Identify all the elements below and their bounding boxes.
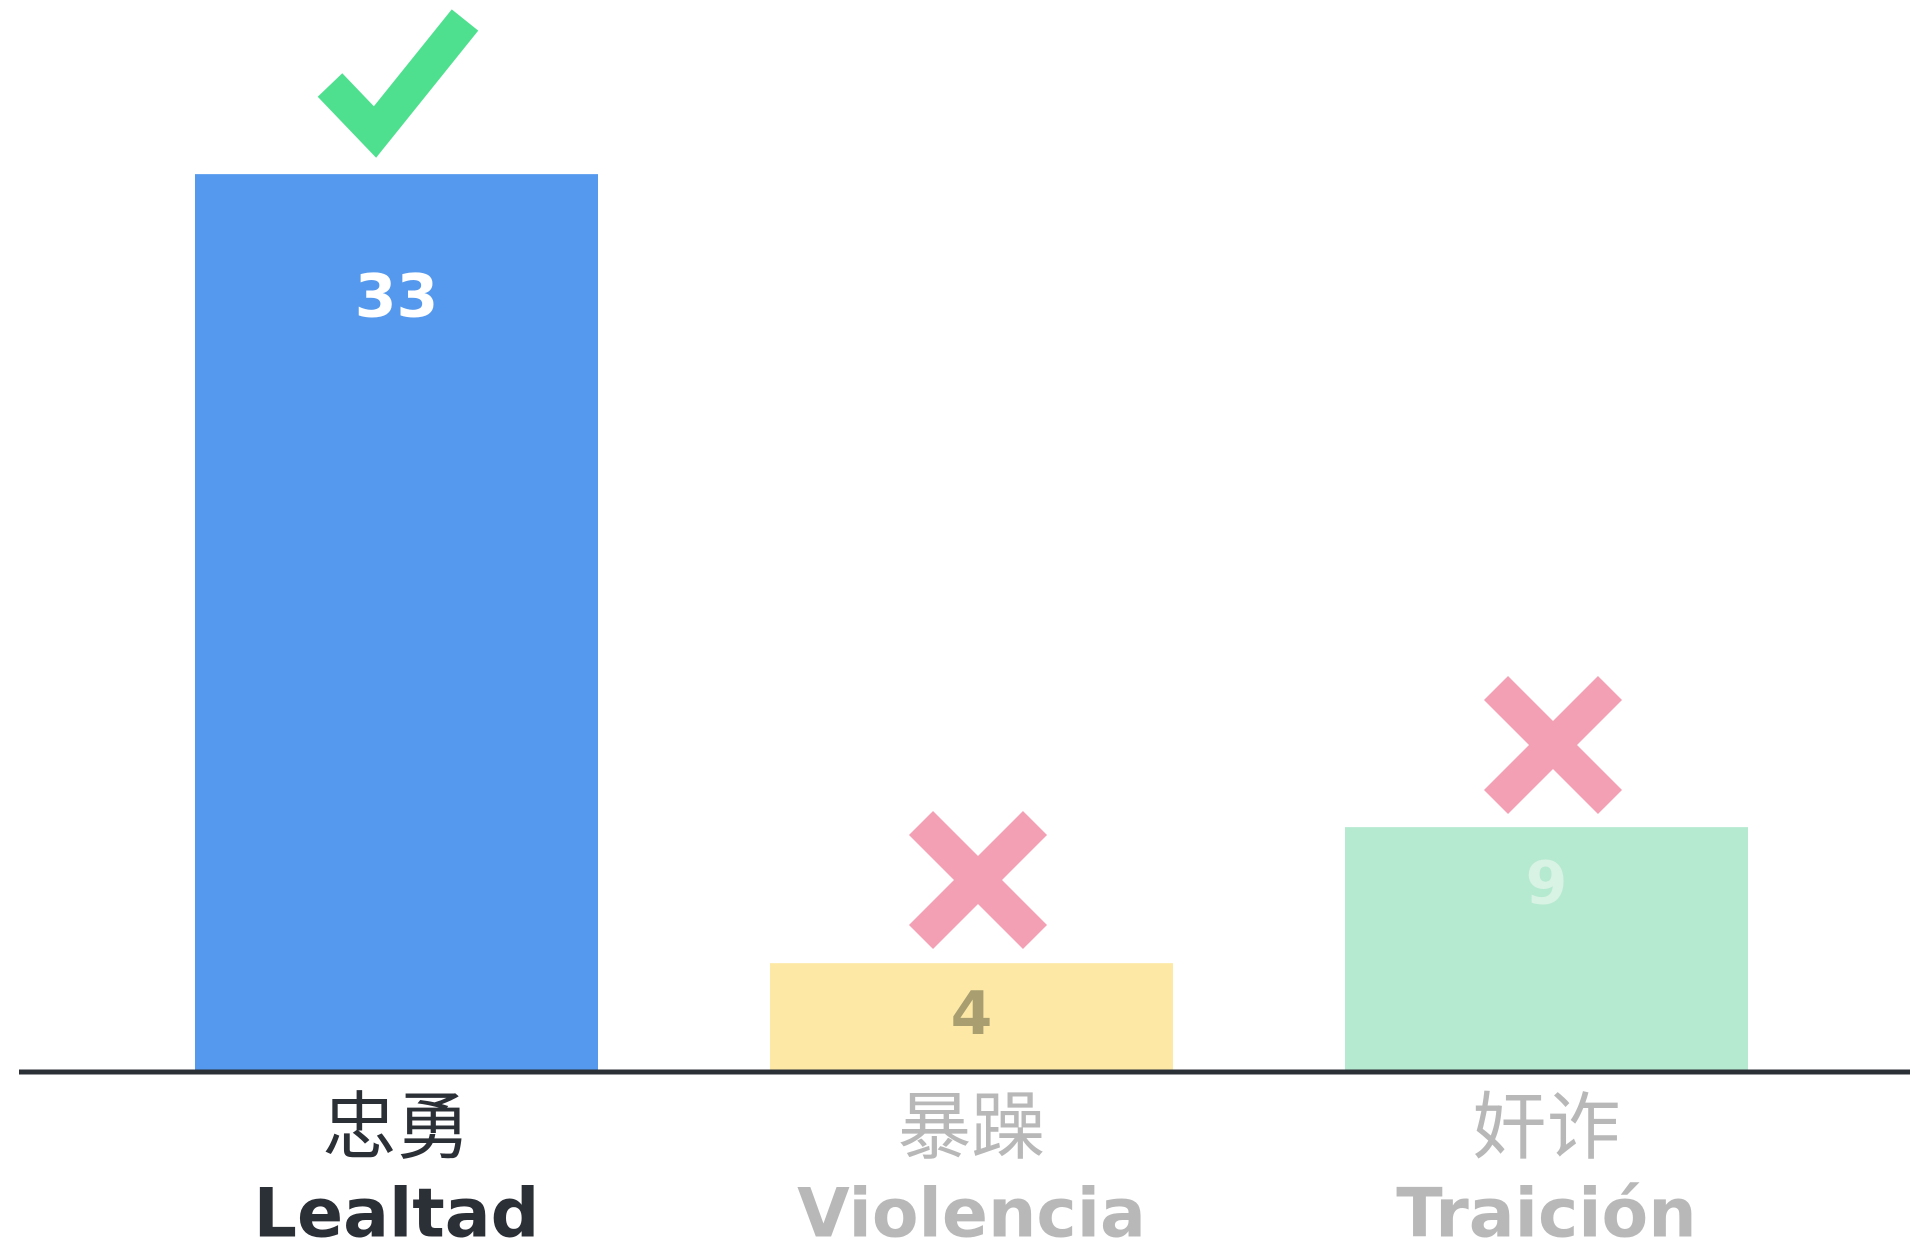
category-label: 忠勇 (323, 1085, 471, 1171)
category-label: Lealtad (254, 1175, 540, 1251)
bar (770, 963, 1173, 1072)
check-icon (317, 9, 479, 158)
category-label: Traición (1396, 1175, 1696, 1251)
value-label: 9 (1526, 849, 1568, 919)
cross-icon (1483, 675, 1623, 815)
category-label: 奸诈 (1473, 1085, 1621, 1171)
value-label: 33 (355, 261, 439, 331)
value-label: 4 (951, 979, 993, 1049)
cross-icon (908, 810, 1048, 950)
category-label: Violencia (797, 1175, 1146, 1251)
category-label: 暴躁 (898, 1085, 1046, 1171)
bar (195, 174, 598, 1073)
bar (1345, 827, 1748, 1072)
